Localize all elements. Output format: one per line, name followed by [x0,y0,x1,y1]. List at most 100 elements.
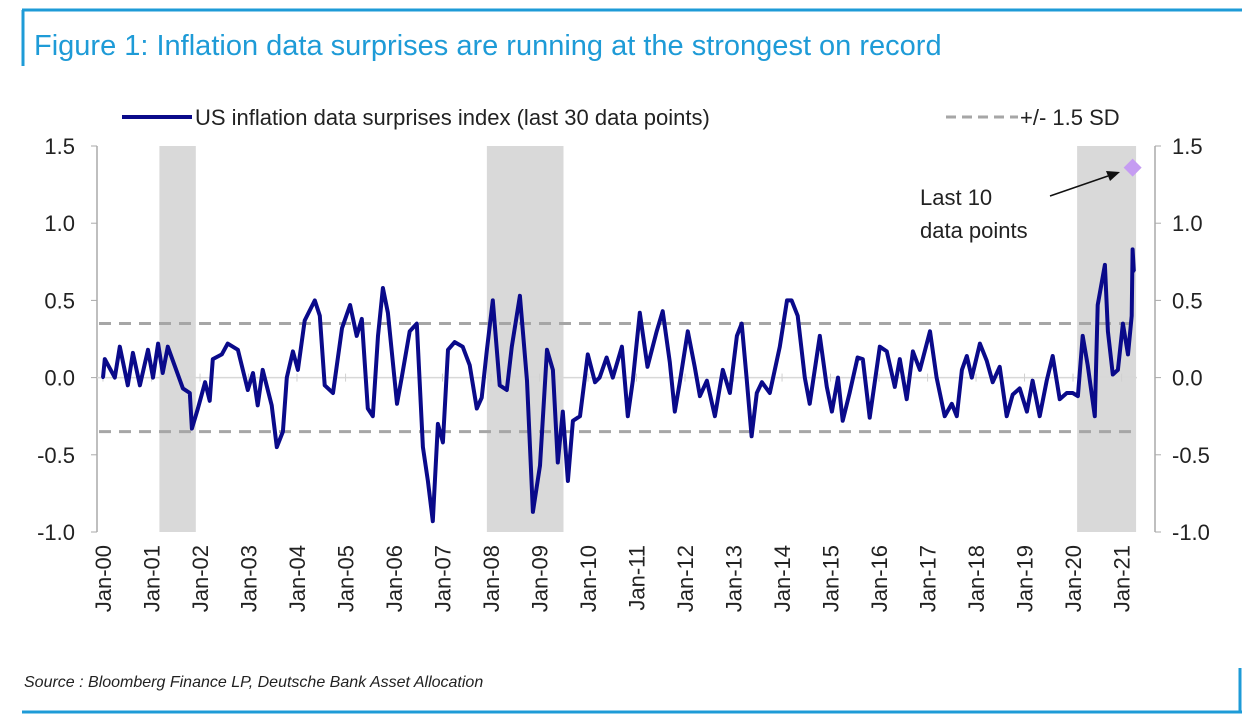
right-y-tick-label: -1.0 [1172,520,1210,545]
data-point [673,410,677,414]
data-point [296,368,300,372]
data-point [790,298,794,302]
data-point [935,376,939,380]
data-point [421,445,425,449]
x-tick-label: Jan-07 [431,545,456,612]
data-point [366,406,370,410]
data-point [510,345,514,349]
data-point [818,334,822,338]
data-point [905,397,909,401]
data-point [1081,334,1085,338]
left-y-tick-label: 1.0 [44,211,75,236]
data-point [985,359,989,363]
data-point [281,430,285,434]
data-point [808,402,812,406]
data-point [1086,363,1090,367]
data-point [566,479,570,483]
data-point [998,365,1002,369]
data-point [841,419,845,423]
data-point [270,403,274,407]
data-point [113,376,117,380]
data-point [1058,397,1062,401]
data-point [408,329,412,333]
data-point [943,414,947,418]
data-point [885,349,889,353]
data-point [386,311,390,315]
data-point [146,348,150,352]
data-point [323,383,327,387]
data-point [156,342,160,346]
x-tick-label: Jan-12 [673,545,698,612]
data-point [1111,373,1115,377]
data-point [1065,391,1069,395]
data-point [190,427,194,431]
x-tick-label: Jan-15 [819,545,844,612]
data-point [978,342,982,346]
data-point [668,360,672,364]
data-point [1103,263,1107,267]
data-point [1031,379,1035,383]
data-point [638,311,642,315]
data-point [196,406,200,410]
right-y-tick-label: 0.0 [1172,366,1203,391]
legend-sd-label: +/- 1.5 SD [1020,105,1120,130]
data-point [1076,394,1080,398]
data-point [991,380,995,384]
data-point [586,352,590,356]
data-point [275,445,279,449]
data-point [728,391,732,395]
data-point [261,368,265,372]
data-point [1025,410,1029,414]
data-point [721,368,725,372]
right-y-tick-label: 1.5 [1172,134,1203,159]
data-point [101,376,105,380]
x-tick-label: Jan-16 [867,545,892,612]
data-point [928,329,932,333]
data-point [1045,379,1049,383]
x-tick-label: Jan-14 [770,545,795,612]
data-point [480,396,484,400]
data-point [893,385,897,389]
data-point [861,357,865,361]
left-y-tick-label: -0.5 [37,443,75,468]
data-point [1018,386,1022,390]
data-point [686,329,690,333]
data-point [868,416,872,420]
data-point [256,403,260,407]
right-y-tick-label: 0.5 [1172,288,1203,313]
data-point [678,380,682,384]
data-point [713,414,717,418]
data-point [1051,354,1055,358]
data-point [348,303,352,307]
x-tick-label: Jan-03 [237,545,262,612]
annotation-line2: data points [920,218,1028,243]
data-point [1005,414,1009,418]
data-point [360,317,364,321]
data-point [525,379,529,383]
data-point [545,348,549,352]
data-point [965,354,969,358]
data-point [803,376,807,380]
data-point [376,334,380,338]
data-point [491,298,495,302]
data-point [118,345,122,349]
series-line [101,247,1136,524]
data-point [571,419,575,423]
data-point [1126,352,1130,356]
data-point [518,294,522,298]
data-point [246,388,250,392]
data-point [381,286,385,290]
data-point [531,510,535,514]
data-point [955,414,959,418]
data-point [750,434,754,438]
left-y-tick-label: -1.0 [37,520,75,545]
x-tick-label: Jan-10 [576,545,601,612]
data-point [825,385,829,389]
data-point [226,342,230,346]
annotation-arrow [1049,175,1109,197]
data-point [436,422,440,426]
data-point [898,357,902,361]
data-point [355,334,359,338]
data-point [203,380,207,384]
